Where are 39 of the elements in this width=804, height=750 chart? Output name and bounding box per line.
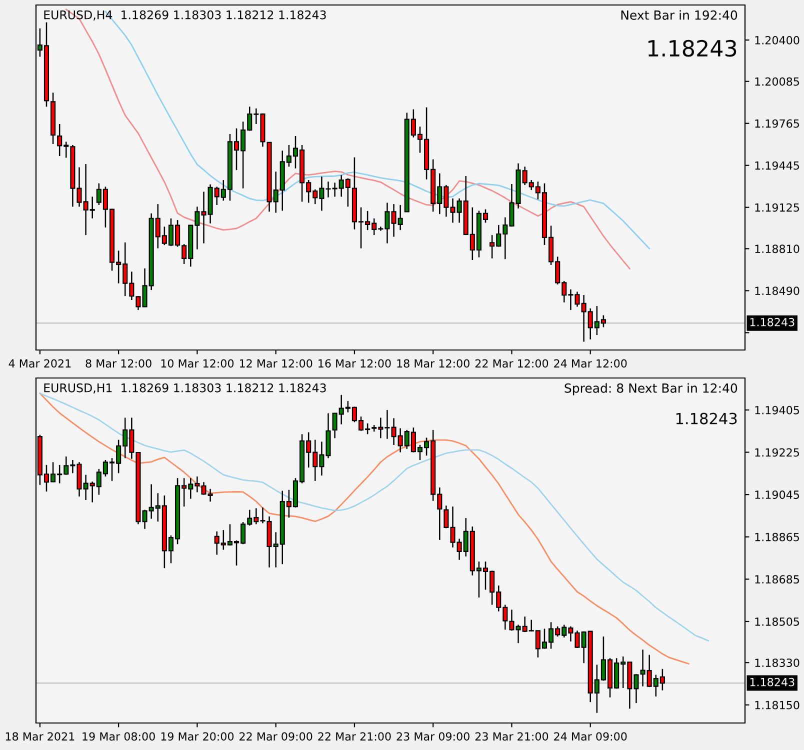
y-tick-label: 1.20400 — [755, 36, 800, 44]
y-tick-label: 1.18490 — [755, 286, 800, 296]
x-tick-label: 19 Mar 20:00 — [161, 732, 234, 741]
y-tick-label: 1.18865 — [755, 532, 800, 542]
x-tick-label: 12 Mar 12:00 — [240, 359, 312, 368]
x-tick-label: 16 Mar 12:00 — [318, 359, 391, 368]
y-tick-label: 1.18685 — [755, 575, 800, 584]
y-tick-label: 1.19405 — [755, 406, 800, 414]
x-tick-label: 24 Mar 12:00 — [554, 359, 627, 368]
x-tick-label: 23 Mar 21:00 — [475, 732, 548, 741]
y-tick-label: 1.19225 — [755, 448, 800, 457]
y-tick-label: 1.19045 — [755, 490, 800, 499]
x-tick-label: 19 Mar 08:00 — [82, 732, 155, 741]
y-tick-label: 1.19125 — [755, 203, 800, 212]
x-tick-label: 10 Mar 12:00 — [161, 359, 234, 368]
x-tick-label: 22 Mar 09:00 — [240, 732, 312, 741]
chart-title: EURUSD,H4 1.18269 1.18303 1.18212 1.18243 — [44, 10, 326, 21]
x-tick-label: 22 Mar 12:00 — [475, 359, 548, 368]
annotation: 1.18243 — [676, 412, 737, 424]
x-tick-label: 8 Mar 12:00 — [86, 359, 152, 368]
ref-line-label: 1.18243 — [750, 318, 794, 326]
x-tick-label: 24 Mar 09:00 — [554, 732, 627, 741]
y-tick-label: 1.18150 — [755, 700, 800, 710]
y-tick-label: 1.20085 — [755, 77, 800, 86]
y-tick-label: 1.19765 — [755, 119, 800, 128]
x-tick-label: 23 Mar 09:00 — [396, 732, 470, 741]
y-tick-label: 1.18810 — [755, 244, 800, 254]
x-tick-label: 18 Mar 12:00 — [397, 359, 470, 368]
y-tick-label: 1.19445 — [755, 161, 800, 170]
annotation: Spread: 8 Next Bar in 12:40 — [564, 383, 738, 396]
y-tick-label: 1.18330 — [755, 658, 800, 667]
x-tick-label: 22 Mar 21:00 — [318, 732, 391, 741]
annotation: Next Bar in 192:40 — [621, 10, 738, 20]
ref-line-label: 1.18243 — [750, 678, 794, 686]
x-tick-label: 4 Mar 2021 — [8, 359, 71, 368]
y-tick-label: 1.18505 — [755, 617, 800, 626]
annotation: 1.18243 — [648, 40, 736, 57]
x-tick-label: 18 Mar 2021 — [6, 732, 74, 741]
chart-title: EURUSD,H1 1.18269 1.18303 1.18212 1.18243 — [44, 383, 326, 394]
